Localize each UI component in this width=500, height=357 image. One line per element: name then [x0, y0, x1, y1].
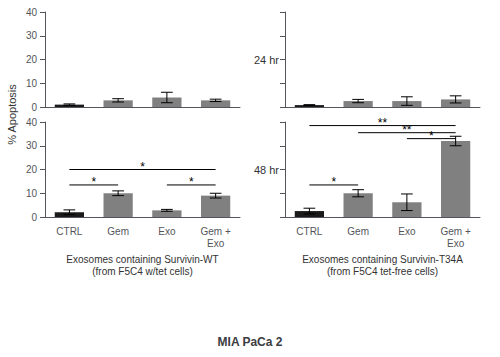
- svg-text:Gem +: Gem +: [200, 226, 230, 237]
- svg-text:40: 40: [26, 117, 38, 128]
- svg-text:CTRL: CTRL: [56, 226, 83, 237]
- svg-text:Exosomes containing Survivin-W: Exosomes containing Survivin-WT: [66, 254, 218, 265]
- svg-text:Exo: Exo: [398, 226, 416, 237]
- svg-text:Gem +: Gem +: [440, 226, 470, 237]
- svg-text:*: *: [331, 175, 336, 189]
- svg-text:48 hr: 48 hr: [254, 164, 279, 176]
- svg-text:Gem: Gem: [107, 226, 129, 237]
- svg-text:10: 10: [26, 188, 38, 199]
- svg-text:20: 20: [26, 54, 38, 65]
- svg-text:*: *: [91, 175, 96, 189]
- svg-text:*: *: [189, 175, 194, 189]
- svg-text:Exo: Exo: [158, 226, 176, 237]
- svg-text:(from F5C4 tet-free cells): (from F5C4 tet-free cells): [327, 266, 438, 277]
- svg-text:Exosomes containing Survivin-T: Exosomes containing Survivin-T34A: [302, 254, 463, 265]
- svg-text:10: 10: [26, 78, 38, 89]
- svg-text:(from F5C4 w/tet cells): (from F5C4 w/tet cells): [92, 266, 193, 277]
- svg-text:Gem: Gem: [347, 226, 369, 237]
- svg-text:20: 20: [26, 164, 38, 175]
- svg-text:Exo: Exo: [207, 238, 225, 249]
- svg-text:**: **: [402, 123, 412, 137]
- svg-text:0: 0: [31, 212, 37, 223]
- svg-text:CTRL: CTRL: [296, 226, 323, 237]
- svg-text:MIA PaCa 2: MIA PaCa 2: [218, 335, 283, 349]
- svg-text:**: **: [378, 116, 388, 130]
- svg-text:Exo: Exo: [447, 238, 465, 249]
- svg-text:30: 30: [26, 30, 38, 41]
- svg-text:*: *: [140, 160, 145, 174]
- svg-text:40: 40: [26, 7, 38, 18]
- svg-text:% Apoptosis: % Apoptosis: [6, 84, 18, 145]
- svg-text:*: *: [429, 129, 434, 143]
- svg-text:0: 0: [31, 102, 37, 113]
- svg-text:24 hr: 24 hr: [254, 54, 279, 66]
- svg-text:30: 30: [26, 140, 38, 151]
